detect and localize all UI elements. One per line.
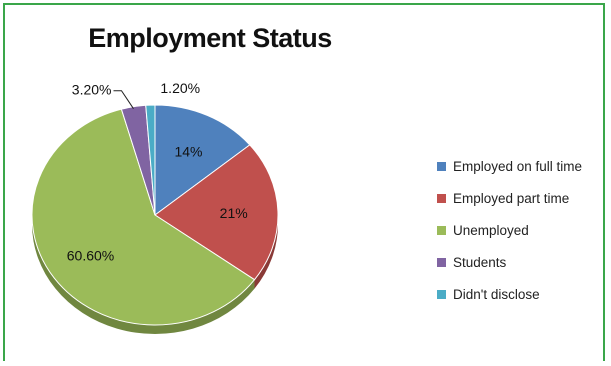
pie-data-labels: 14% 21% 60.60% 3.20% 1.20% — [67, 80, 248, 263]
legend-label: Students — [453, 254, 507, 270]
chart-frame: Employment Status 14% 21% 60.60% 3.20% 1.20%… — [3, 3, 605, 361]
legend-swatch — [437, 257, 446, 267]
legend-label: Didn't disclose — [453, 286, 540, 302]
pie-slice-unemployed — [31, 108, 256, 326]
legend-item-employed-on-full-time: Employed on full time — [437, 150, 582, 182]
legend-swatch — [437, 225, 446, 235]
legend-swatch — [437, 193, 446, 203]
legend-swatch — [437, 289, 446, 299]
legend-item-didn-t-disclose: Didn't disclose — [437, 278, 582, 310]
legend-label: Unemployed — [453, 222, 529, 238]
legend-label: Employed on full time — [453, 158, 583, 174]
legend: Employed on full time Employed part time U… — [437, 150, 582, 310]
chart-title: Employment Status — [88, 23, 332, 53]
pie-slice-employed-part-time — [154, 144, 279, 281]
legend-item-students: Students — [437, 246, 582, 278]
data-label-unemployed: 60.60% — [67, 247, 114, 263]
legend-item-unemployed: Unemployed — [437, 214, 582, 246]
data-label-employed-part-time: 21% — [220, 205, 248, 221]
legend-label: Employed part time — [453, 190, 570, 206]
data-label-students: 3.20% — [72, 82, 112, 98]
pie-slice-employed-on-full-time — [154, 104, 251, 216]
leader-line-students — [113, 90, 134, 109]
legend-swatch — [437, 161, 446, 171]
data-label-employed-on-full-time: 14% — [174, 143, 202, 159]
pie-chart: 14% 21% 60.60% 3.20% 1.20% — [31, 80, 279, 334]
pie-side-walls — [32, 215, 278, 334]
pie-slice-didn-t-disclose — [145, 104, 156, 216]
data-label-didn-t-disclose: 1.20% — [160, 80, 200, 96]
legend-item-employed-part-time: Employed part time — [437, 182, 582, 214]
pie-side-employed-part-time — [254, 215, 278, 289]
